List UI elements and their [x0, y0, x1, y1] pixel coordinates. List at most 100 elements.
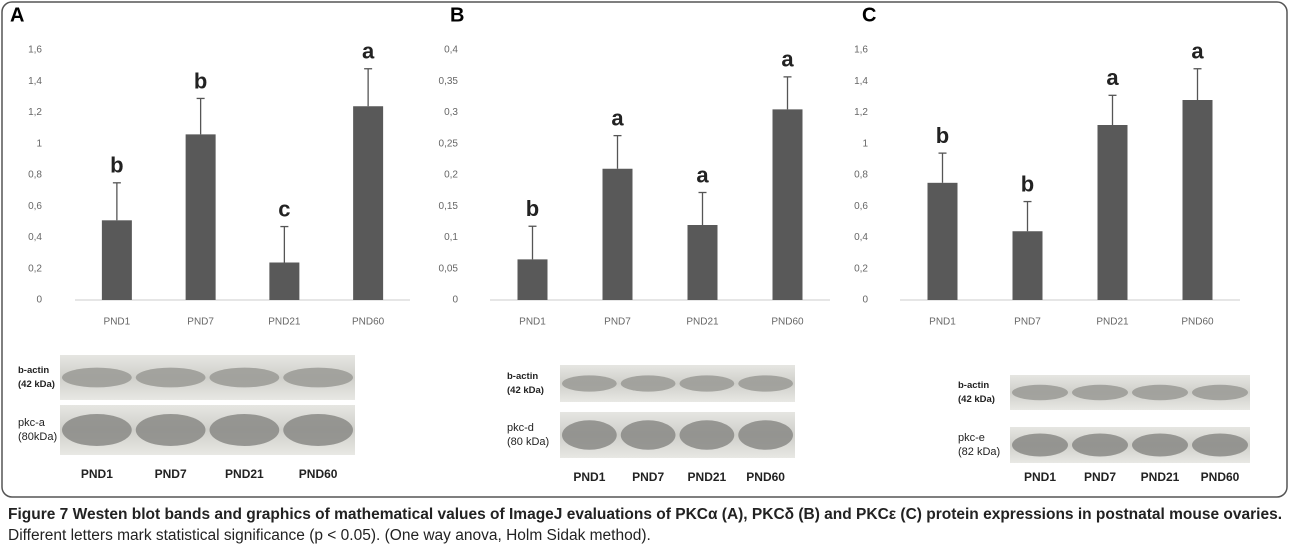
blot-band	[680, 375, 735, 391]
error-bar	[1194, 69, 1202, 100]
blot-lane-label: PND21	[225, 467, 264, 481]
blot-band	[1012, 433, 1068, 456]
caption: Figure 7 Westen blot bands and graphics …	[8, 504, 1283, 546]
blot-row-label: b-actin	[507, 371, 538, 382]
caption-title: Figure 7 Westen blot bands and graphics …	[8, 506, 1282, 523]
y-tick-label: 0	[36, 295, 42, 306]
blot-band	[1192, 433, 1248, 456]
blot-band	[680, 420, 735, 449]
bar	[518, 259, 548, 300]
significance-letter: a	[1106, 65, 1119, 90]
figure: A 0 0,2 0,4 0,6 0,8 1 1,2 1,4 1,6 PND1 b PND7 b PND21 c…	[0, 0, 1290, 500]
blot-row-label: (42 kDa)	[18, 379, 55, 390]
significance-letter: b	[526, 196, 539, 221]
significance-letter: a	[1191, 39, 1204, 64]
bar	[773, 109, 803, 300]
y-tick-label: 0,2	[444, 170, 458, 181]
blot-band	[62, 414, 132, 446]
y-tick-label: 1,2	[28, 107, 42, 118]
blot-band	[562, 375, 617, 391]
significance-letter: c	[278, 196, 290, 221]
blot-row-label: pkc-e	[958, 432, 985, 444]
error-bar	[197, 98, 205, 134]
y-tick-label: 0	[862, 295, 868, 306]
y-tick-label: 0,4	[28, 232, 42, 243]
blot-band	[1072, 385, 1128, 400]
y-tick-label: 0,35	[439, 76, 459, 87]
error-bar	[939, 153, 947, 183]
bar	[928, 183, 958, 300]
x-tick-label: PND7	[187, 317, 214, 328]
blot-band	[136, 368, 206, 388]
x-tick-label: PND1	[929, 317, 956, 328]
error-bar	[699, 193, 707, 226]
y-tick-label: 0,4	[444, 45, 458, 56]
error-bar	[1109, 95, 1117, 125]
blot-band	[738, 375, 793, 391]
y-tick-label: 0,6	[28, 201, 42, 212]
blot-band	[283, 368, 353, 388]
blot-band	[621, 420, 676, 449]
blot-lane-label: PND60	[746, 470, 785, 484]
blot-lane-label: PND21	[688, 470, 727, 484]
y-tick-label: 1,4	[854, 76, 868, 87]
y-tick-label: 1,2	[854, 107, 868, 118]
y-tick-label: 0,2	[28, 263, 42, 274]
y-tick-label: 0,6	[854, 201, 868, 212]
y-tick-label: 1,6	[28, 45, 42, 56]
blot-band	[210, 368, 280, 388]
blot-band	[1192, 385, 1248, 400]
blot-row-label: b-actin	[18, 365, 49, 376]
blot-lane-label: PND1	[81, 467, 113, 481]
x-tick-label: PND60	[1181, 317, 1214, 328]
blot-band	[1012, 385, 1068, 400]
significance-letter: a	[611, 105, 624, 130]
x-tick-label: PND21	[686, 317, 719, 328]
bar	[1098, 125, 1128, 300]
y-tick-label: 0,05	[439, 263, 459, 274]
y-tick-label: 0,15	[439, 201, 459, 212]
significance-letter: b	[194, 68, 207, 93]
blot-row-label: (42 kDa)	[507, 385, 544, 396]
x-tick-label: PND60	[352, 317, 385, 328]
blot-band	[210, 414, 280, 446]
y-tick-label: 0,2	[854, 263, 868, 274]
blot-band	[283, 414, 353, 446]
significance-letter: a	[696, 162, 709, 187]
y-tick-label: 0,3	[444, 107, 458, 118]
panel-label: C	[862, 4, 876, 26]
y-tick-label: 0,25	[439, 138, 459, 149]
significance-letter: a	[362, 39, 375, 64]
blot-row-label: pkc-d	[507, 422, 534, 434]
error-bar	[113, 183, 121, 221]
y-tick-label: 0,8	[28, 170, 42, 181]
blot-band	[1072, 433, 1128, 456]
blot-lane-label: PND21	[1141, 470, 1180, 484]
significance-letter: b	[936, 123, 949, 148]
y-tick-label: 1	[36, 138, 42, 149]
y-tick-label: 1,4	[28, 76, 42, 87]
y-tick-label: 1	[862, 138, 868, 149]
bar	[186, 134, 216, 300]
x-tick-label: PND1	[519, 317, 546, 328]
x-tick-label: PND7	[604, 317, 631, 328]
blot-band	[621, 375, 676, 391]
blot-lane-label: PND60	[1201, 470, 1240, 484]
blot-lane-label: PND1	[1024, 470, 1056, 484]
bar	[1183, 100, 1213, 300]
error-bar	[364, 69, 372, 107]
blot-band	[562, 420, 617, 449]
x-tick-label: PND60	[771, 317, 804, 328]
bar	[1013, 231, 1043, 300]
error-bar	[280, 227, 288, 263]
bar	[603, 169, 633, 300]
panel-label: A	[10, 4, 24, 26]
blot-lane-label: PND7	[155, 467, 187, 481]
x-tick-label: PND21	[268, 317, 301, 328]
bar	[102, 220, 132, 300]
blot-lane-label: PND7	[1084, 470, 1116, 484]
x-tick-label: PND7	[1014, 317, 1041, 328]
y-tick-label: 1,6	[854, 45, 868, 56]
bar	[688, 225, 718, 300]
x-tick-label: PND1	[104, 317, 131, 328]
